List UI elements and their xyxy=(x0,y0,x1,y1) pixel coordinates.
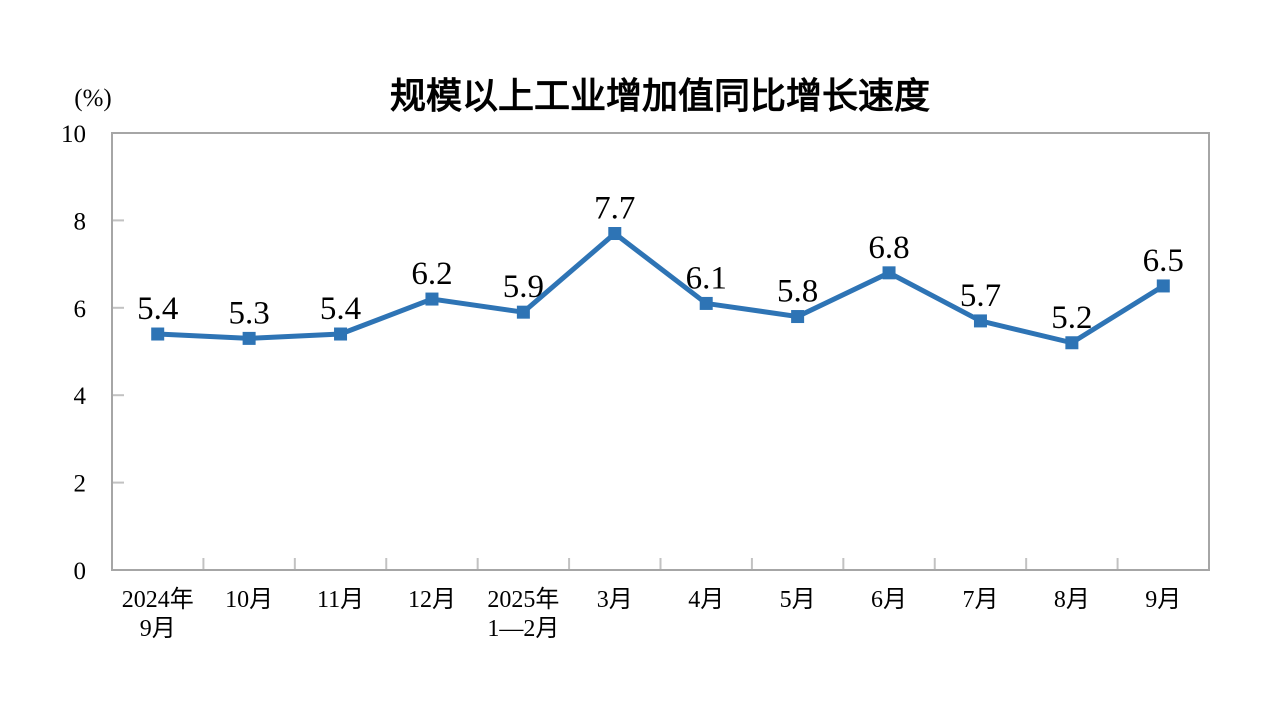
data-point-marker xyxy=(151,327,165,341)
data-point-marker xyxy=(973,314,987,328)
x-tick-label: 3月 xyxy=(597,587,633,613)
data-point-marker xyxy=(1156,279,1170,293)
x-tick-label: 10月 xyxy=(225,587,273,613)
data-point-label: 5.2 xyxy=(1051,300,1092,336)
y-axis-labels: 0 2 4 6 8 10 xyxy=(61,121,87,585)
x-tick-label: 11月 xyxy=(317,587,364,613)
x-tick-label: 8月 xyxy=(1054,587,1090,613)
y-tick-label: 8 xyxy=(74,208,87,235)
data-point-marker xyxy=(608,227,622,241)
x-axis-labels: 2024年 9月 10月 11月 12月 2025年 1—2月 3月 4月 5月 6月 7月 8月 9月 xyxy=(122,586,1182,642)
data-point-marker xyxy=(699,296,713,310)
data-point-label: 6.8 xyxy=(868,230,909,266)
data-point-label: 5.9 xyxy=(503,269,544,305)
data-point-label: 5.4 xyxy=(137,291,178,327)
x-tick-label: 2024年 9月 xyxy=(122,586,194,642)
data-point-label: 5.8 xyxy=(777,274,818,310)
data-labels: 5.4 5.3 5.4 6.2 5.9 7.7 6.1 5.8 6.8 5.7 5.2 6.5 xyxy=(137,191,1184,336)
data-point-label: 5.7 xyxy=(960,278,1001,314)
data-point-label: 5.3 xyxy=(229,295,270,331)
y-axis-unit-label: (%) xyxy=(74,85,111,112)
y-axis-ticks xyxy=(113,219,124,484)
data-point-marker xyxy=(791,310,805,324)
data-markers xyxy=(151,227,1170,350)
y-tick-label: 4 xyxy=(74,383,87,410)
data-point-marker xyxy=(1065,336,1079,350)
plot-area xyxy=(111,132,1210,571)
x-tick-label: 2025年 1—2月 xyxy=(487,586,559,642)
x-tick-label: 12月 xyxy=(408,587,456,613)
data-point-marker xyxy=(882,266,896,280)
data-point-marker xyxy=(425,292,439,306)
data-point-label: 6.1 xyxy=(686,260,727,296)
data-point-label: 5.4 xyxy=(320,291,361,327)
x-axis-ticks xyxy=(202,558,1119,569)
data-point-label: 7.7 xyxy=(594,191,635,227)
data-line xyxy=(157,230,1165,346)
data-point-marker xyxy=(516,305,530,319)
y-tick-label: 6 xyxy=(74,296,87,323)
data-point-label: 6.2 xyxy=(411,256,452,292)
x-tick-label: 7月 xyxy=(962,587,998,613)
y-tick-label: 0 xyxy=(74,558,87,585)
x-tick-label: 5月 xyxy=(780,587,816,613)
data-point-marker xyxy=(334,327,348,341)
x-tick-label: 6月 xyxy=(871,587,907,613)
data-point-label: 6.5 xyxy=(1143,243,1184,279)
y-tick-label: 10 xyxy=(61,121,86,148)
data-point-marker xyxy=(242,331,256,345)
x-tick-label: 9月 xyxy=(1145,587,1181,613)
y-tick-label: 2 xyxy=(74,471,87,498)
x-tick-label: 4月 xyxy=(688,587,724,613)
chart-title: 规模以上工业增加值同比增长速度 xyxy=(390,75,930,116)
